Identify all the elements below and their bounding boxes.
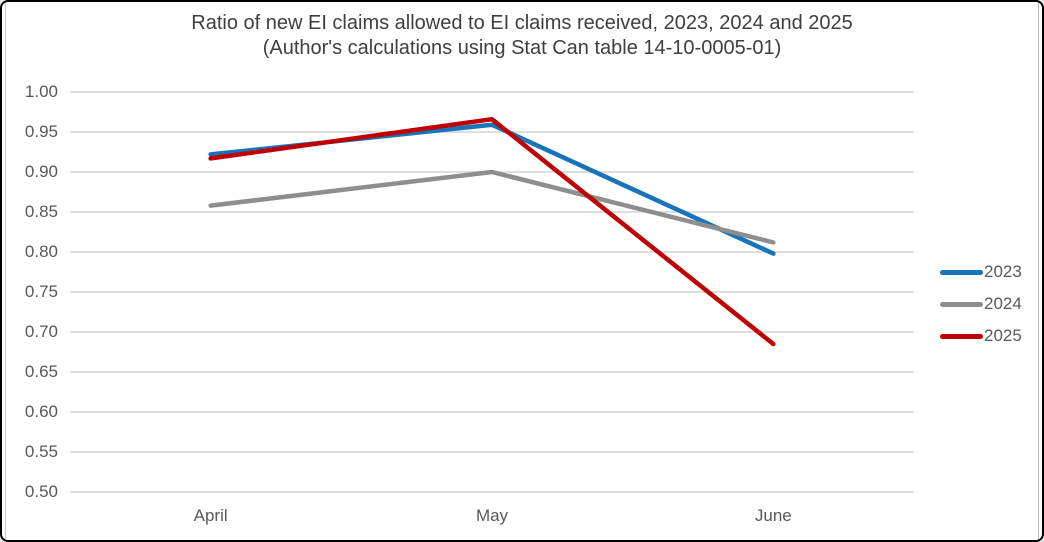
y-tick-label: 0.65 bbox=[24, 362, 58, 381]
legend-label-2025: 2025 bbox=[984, 326, 1022, 345]
x-axis-label-may: May bbox=[475, 506, 509, 525]
x-axis-label-april: April bbox=[193, 506, 228, 525]
chart-title: Ratio of new EI claims allowed to EI cla… bbox=[2, 11, 1042, 61]
series-line-2024 bbox=[208, 169, 776, 245]
legend-line-swatch-2023 bbox=[940, 269, 983, 275]
legend-item-2023: 2023 bbox=[940, 262, 1022, 282]
y-tick-label: 0.85 bbox=[24, 202, 58, 221]
legend-line-swatch-2024 bbox=[940, 301, 983, 307]
y-tick-label: 0.95 bbox=[24, 122, 58, 141]
y-tick-label: 0.90 bbox=[24, 162, 58, 181]
series-line-2025 bbox=[208, 116, 776, 347]
chart-legend: 2023 2024 2025 bbox=[940, 262, 1022, 346]
chart-title-line2: (Author's calculations using Stat Can ta… bbox=[262, 37, 782, 59]
chart-title-line1: Ratio of new EI claims allowed to EI cla… bbox=[191, 12, 853, 34]
left-edge-divider bbox=[5, 2, 6, 540]
y-tick-label: 1.00 bbox=[24, 82, 58, 101]
y-tick-label: 0.50 bbox=[24, 482, 58, 501]
y-tick-label: 0.60 bbox=[24, 402, 58, 421]
y-tick-label: 0.55 bbox=[24, 442, 58, 461]
legend-label-2024: 2024 bbox=[984, 294, 1022, 313]
y-tick-label: 0.75 bbox=[24, 282, 58, 301]
legend-line-swatch-2025 bbox=[940, 333, 983, 339]
right-edge-divider bbox=[1038, 2, 1039, 540]
y-tick-label: 0.70 bbox=[24, 322, 58, 341]
legend-item-2025: 2025 bbox=[940, 326, 1022, 346]
series-line-2023 bbox=[208, 122, 776, 256]
legend-label-2023: 2023 bbox=[984, 262, 1022, 281]
y-tick-label: 0.80 bbox=[24, 242, 58, 261]
x-axis-label-june: June bbox=[754, 506, 792, 525]
legend-item-2024: 2024 bbox=[940, 294, 1022, 314]
